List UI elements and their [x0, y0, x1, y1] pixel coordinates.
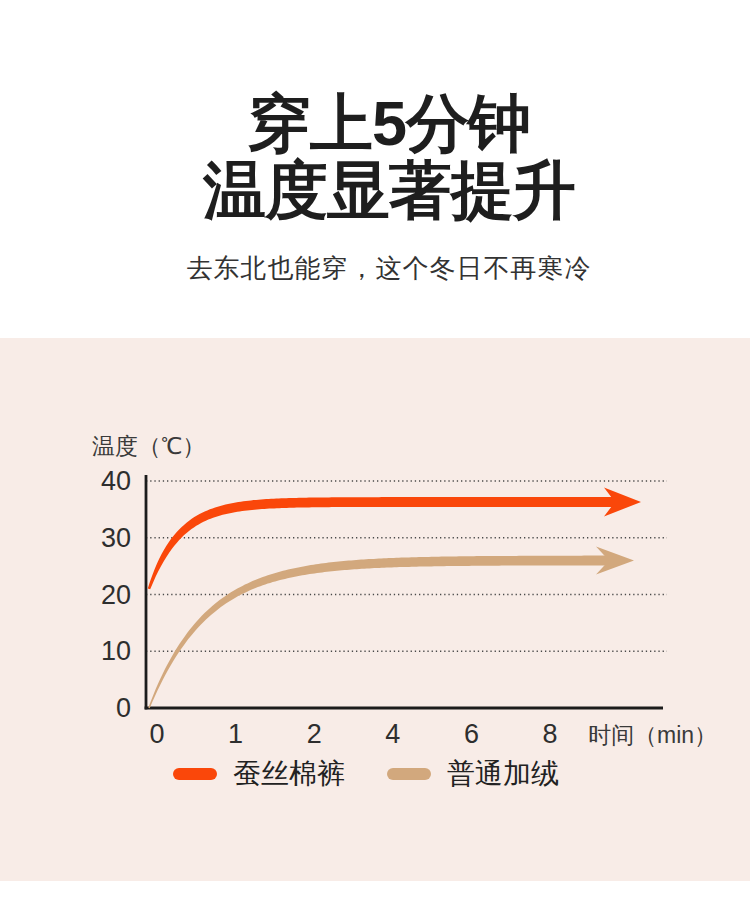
x-axis-title: 时间（min） [588, 720, 717, 751]
page-title: 穿上5分钟 温度显著提升 [14, 0, 750, 224]
x-tick-8: 8 [542, 719, 557, 749]
legend-label-ordinary-fleece: 普通加绒 [447, 755, 559, 793]
x-tick-6: 6 [464, 719, 479, 749]
legend-item-ordinary-fleece: 普通加绒 [387, 755, 559, 793]
chart-panel: 0 10 20 30 40 0 1 2 4 6 8 温度（℃） 时间（min） 蚕丝棉裤 普通加绒 [0, 338, 750, 881]
x-tick-4: 4 [385, 719, 400, 749]
legend-item-silk-cotton-pants: 蚕丝棉裤 [173, 755, 345, 793]
footer-strip [0, 881, 750, 903]
header: 穿上5分钟 温度显著提升 去东北也能穿，这个冬日不再寒冷 [0, 0, 750, 338]
y-tick-0: 0 [116, 693, 131, 723]
y-tick-20: 20 [101, 580, 131, 610]
x-tick-2: 2 [307, 719, 322, 749]
x-tick-0: 0 [149, 719, 164, 749]
legend-swatch-silk-cotton-pants [173, 768, 217, 780]
page: 穿上5分钟 温度显著提升 去东北也能穿，这个冬日不再寒冷 0 10 20 30 40 0 1… [0, 0, 750, 903]
curve-silk-cotton-pants [148, 497, 617, 589]
page-title-line1: 穿上5分钟 [14, 90, 750, 157]
x-tick-1: 1 [228, 719, 243, 749]
curve-ordinary-fleece [148, 556, 611, 709]
chart-legend: 蚕丝棉裤 普通加绒 [0, 755, 741, 793]
page-title-line2: 温度显著提升 [14, 157, 750, 224]
y-tick-40: 40 [101, 466, 131, 496]
y-axis-title: 温度（℃） [92, 431, 205, 462]
page-subtitle: 去东北也能穿，这个冬日不再寒冷 [14, 251, 750, 286]
y-tick-10: 10 [101, 636, 131, 666]
temperature-chart: 0 10 20 30 40 0 1 2 4 6 8 [0, 338, 750, 881]
y-tick-30: 30 [101, 523, 131, 553]
legend-swatch-ordinary-fleece [387, 768, 431, 780]
legend-label-silk-cotton-pants: 蚕丝棉裤 [233, 755, 345, 793]
